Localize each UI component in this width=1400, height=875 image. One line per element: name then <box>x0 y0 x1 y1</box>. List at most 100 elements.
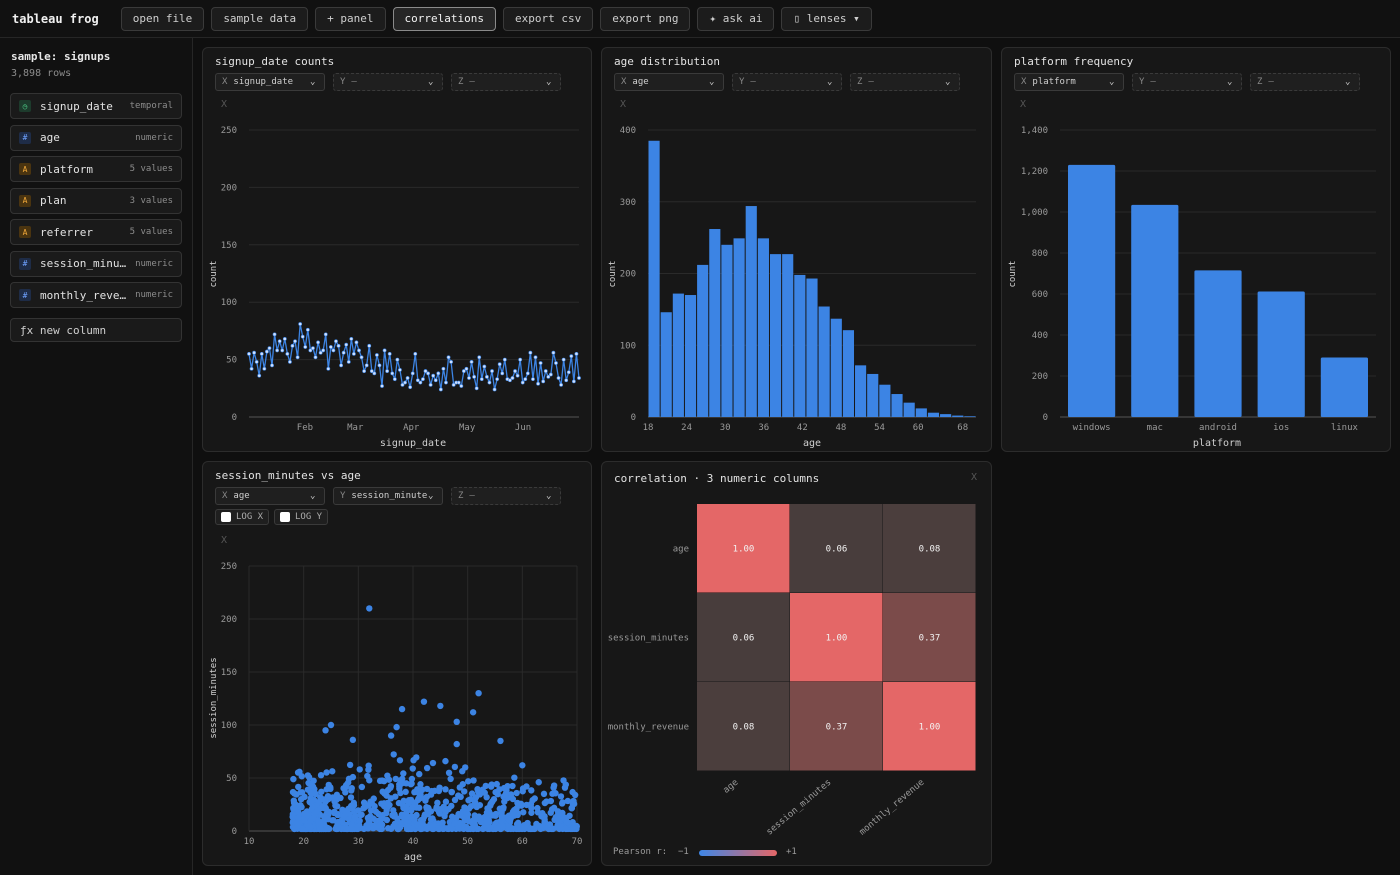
scatter-point <box>387 784 394 791</box>
log-x-checkbox[interactable]: LOG X <box>215 509 270 525</box>
z-axis-select[interactable]: Z — ⌄ <box>451 487 561 505</box>
scatter-point <box>417 791 424 798</box>
scatter-point <box>372 808 380 815</box>
scatter-point <box>365 802 372 809</box>
ask-ai-button[interactable]: ✦ ask ai <box>697 6 775 31</box>
scatter-point <box>335 824 342 831</box>
scatter-point <box>370 795 377 802</box>
scatter-point <box>412 825 419 833</box>
scatter-point <box>348 821 356 829</box>
scatter-point <box>502 791 509 799</box>
y-tick-label: 100 <box>221 721 237 731</box>
scatter-point <box>403 825 411 833</box>
scatter-point <box>391 821 398 829</box>
scatter-point <box>491 822 498 830</box>
scatter-point <box>311 785 318 793</box>
scatter-point <box>383 807 390 814</box>
scatter-point <box>538 813 545 820</box>
line-point <box>577 376 581 380</box>
scatter-point <box>571 825 579 833</box>
y-axis-select[interactable]: Y — ⌄ <box>732 73 842 91</box>
scatter-point <box>327 785 334 793</box>
close-chart-button[interactable]: X <box>221 535 228 546</box>
scatter-point <box>321 821 328 829</box>
scatter-point <box>494 791 502 798</box>
column-item[interactable]: # age numeric <box>10 124 182 151</box>
y-axis-select[interactable]: Y — ⌄ <box>333 73 443 91</box>
scatter-point <box>516 825 524 832</box>
scatter-point <box>459 808 467 815</box>
column-item[interactable]: # session_minut… numeric <box>10 250 182 277</box>
export-png-button[interactable]: export png <box>600 6 691 31</box>
scatter-point <box>313 825 320 833</box>
scatter-point <box>344 825 351 833</box>
scatter-point <box>409 815 417 822</box>
scatter-point <box>358 811 365 818</box>
lenses-dropdown[interactable]: ▯ lenses ▾ <box>781 6 872 31</box>
line-point <box>574 351 579 356</box>
x-tick-label: 30 <box>720 423 731 433</box>
scatter-point <box>502 789 510 797</box>
scatter-point <box>416 804 423 811</box>
scatter-point <box>560 777 567 784</box>
close-panel-button[interactable]: X <box>971 472 978 483</box>
scatter-point <box>513 825 520 833</box>
scatter-point <box>402 813 410 821</box>
scatter-point <box>524 823 532 830</box>
scatter-point <box>387 782 395 790</box>
y-tick-label: 250 <box>221 126 237 136</box>
scatter-point <box>292 819 299 826</box>
scatter-point <box>329 794 337 801</box>
scatter-point <box>509 795 517 803</box>
scatter-point <box>395 799 403 807</box>
z-axis-select[interactable]: Z — ⌄ <box>451 73 561 91</box>
close-chart-button[interactable]: X <box>620 99 627 110</box>
scatter-point <box>461 823 469 831</box>
open-file-button[interactable]: open file <box>120 6 205 31</box>
z-axis-select[interactable]: Z — ⌄ <box>850 73 960 91</box>
scatter-point <box>541 813 548 820</box>
x-axis-value: age <box>233 491 250 501</box>
z-axis-select[interactable]: Z — ⌄ <box>1250 73 1360 91</box>
scatter-point <box>289 823 297 831</box>
scatter-point <box>311 825 318 833</box>
scatter-point <box>552 813 560 821</box>
scatter-point <box>423 793 431 801</box>
panel-title: session_minutes vs age <box>215 469 361 482</box>
scatter-point <box>486 809 493 816</box>
scatter-point <box>396 783 403 790</box>
scatter-point <box>316 825 323 833</box>
correlations-button[interactable]: correlations <box>392 6 497 31</box>
scatter-point <box>539 823 547 831</box>
close-chart-button[interactable]: X <box>221 99 228 110</box>
scatter-point <box>325 808 333 816</box>
column-item[interactable]: # monthly_reven… numeric <box>10 282 182 308</box>
close-chart-button[interactable]: X <box>1020 99 1027 110</box>
scatter-point <box>422 794 429 802</box>
sample-data-button[interactable]: sample data <box>211 6 309 31</box>
line-point <box>280 348 285 353</box>
scatter-point <box>397 824 404 831</box>
scatter-point <box>547 797 555 805</box>
column-item[interactable]: ◷ signup_date temporal <box>10 93 182 119</box>
y-tick-label: 200 <box>620 270 636 280</box>
scatter-point <box>448 824 455 832</box>
y-axis-select[interactable]: Y — ⌄ <box>1132 73 1242 91</box>
histogram-bar <box>648 140 660 417</box>
add-panel-button[interactable]: + panel <box>315 6 386 31</box>
new-column-button[interactable]: ƒx new column <box>10 318 182 342</box>
scatter-point <box>402 821 410 828</box>
log-y-checkbox[interactable]: LOG Y <box>274 509 329 525</box>
export-csv-button[interactable]: export csv <box>503 6 594 31</box>
scatter-point <box>475 788 482 795</box>
scatter-point <box>398 820 406 827</box>
line-point <box>270 363 274 368</box>
